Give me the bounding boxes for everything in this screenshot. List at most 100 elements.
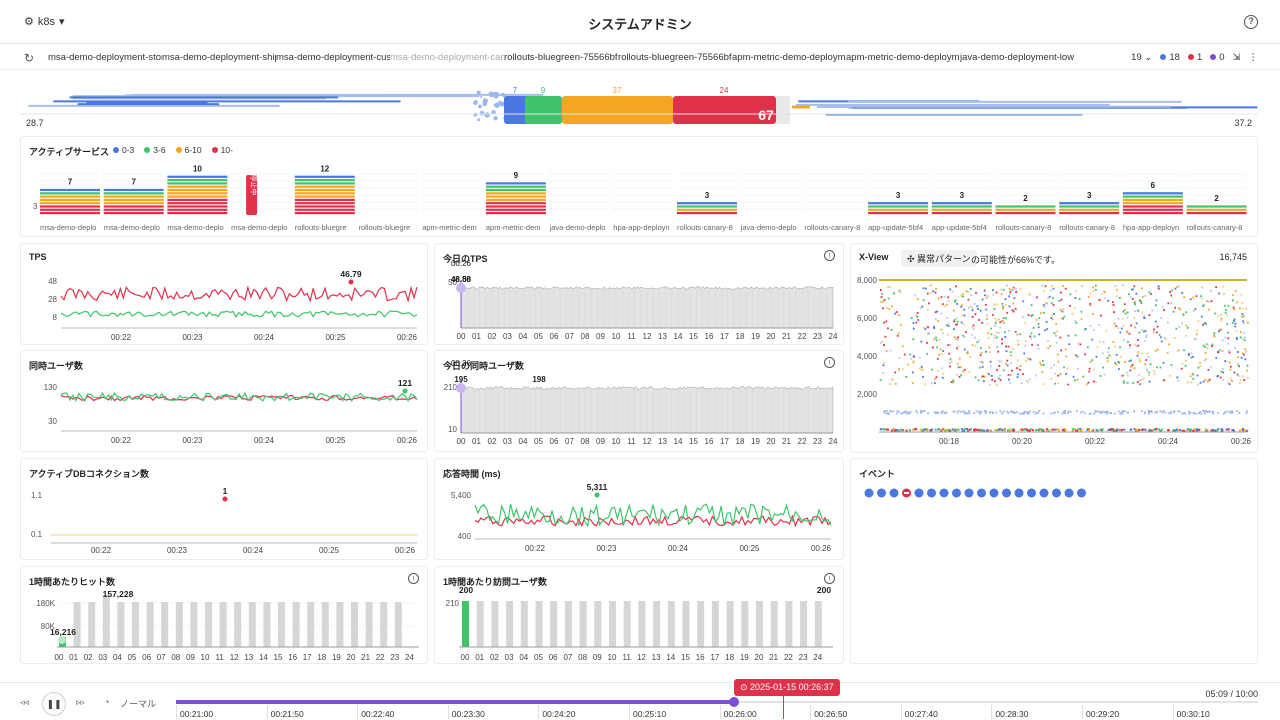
xview-point [1227, 342, 1230, 345]
xview-point [1243, 379, 1246, 381]
xview-point [1063, 428, 1066, 431]
xview-point [1001, 412, 1004, 415]
xview-point [949, 365, 951, 368]
active-services-ytick: 3 [33, 202, 38, 211]
xview-point [1008, 295, 1011, 298]
xview-point [909, 411, 912, 413]
xview-point [1002, 305, 1005, 308]
xview-point [1005, 317, 1008, 320]
info-icon[interactable]: ! [824, 357, 835, 368]
tab-deployment[interactable]: msa-demo-deployment-stor [48, 52, 162, 63]
xview-point [1224, 311, 1227, 314]
xview-point [1188, 410, 1191, 413]
xview-point [971, 316, 974, 318]
service-bar-row [485, 192, 546, 195]
more-icon[interactable]: ⋮ [1248, 52, 1259, 63]
rewind-icon[interactable]: ◃◃ [20, 697, 30, 707]
tab-deployment[interactable]: apm-metric-demo-deploym [732, 52, 846, 63]
pause-button[interactable]: ❚❚ [42, 692, 66, 716]
xview-point [1174, 287, 1177, 290]
xview-point [1192, 309, 1195, 312]
speed-label[interactable]: ノーマル [120, 699, 157, 709]
xview-point [1148, 429, 1151, 432]
y-tick: 6,000 [857, 314, 878, 323]
x-tick: 05 [534, 437, 543, 446]
xview-point [965, 331, 967, 333]
x-tick: 13 [652, 653, 661, 662]
x-tick: 06 [550, 332, 559, 341]
xview-point [1169, 412, 1172, 415]
xview-point [1223, 292, 1225, 295]
tab-count[interactable]: 19 ⌄ [1131, 52, 1153, 63]
xview-point [1114, 429, 1117, 432]
service-name: msa-demo-deplo [40, 223, 96, 232]
service-bar-row [103, 205, 164, 208]
speed-icon[interactable]: ◔ [104, 697, 110, 707]
tab-deployment[interactable]: msa-demo-deployment-ship [162, 52, 276, 63]
xview-point [1223, 412, 1225, 415]
tab-deployment[interactable]: msa-demo-deployment-cus [276, 52, 390, 63]
xview-point [968, 371, 971, 374]
xview-point [940, 412, 943, 415]
xview-point [1041, 359, 1044, 362]
xview-point [942, 350, 945, 352]
x-tick: 15 [689, 437, 698, 446]
events-timeline[interactable] [851, 481, 1257, 541]
tab-deployment[interactable]: apm-metric-demo-deploym [846, 52, 960, 63]
xview-point [1029, 428, 1032, 431]
xview-point [999, 326, 1002, 329]
hour-bar [248, 602, 256, 647]
refresh-icon[interactable]: ↻ [24, 51, 35, 65]
xview-point [1107, 351, 1110, 353]
xview-point [919, 307, 922, 310]
tab-deployment[interactable]: rollouts-bluegreen-75566bf [504, 52, 618, 63]
info-icon[interactable]: ! [824, 573, 835, 584]
xview-point [1009, 354, 1012, 357]
xview-point [1210, 345, 1213, 347]
xview-point [1122, 317, 1124, 320]
xview-point [1019, 412, 1022, 415]
event-dot [952, 488, 961, 498]
xview-point [1110, 428, 1113, 431]
xview-point [1009, 292, 1011, 295]
xview-point [1123, 428, 1126, 431]
anomaly-note: の可能性が66%です。 [971, 255, 1061, 265]
xview-point [999, 321, 1002, 324]
service-bar-row [677, 212, 737, 215]
x-tick: 00:26 [1231, 437, 1252, 446]
service-bar-row [40, 202, 100, 205]
xview-point [1167, 429, 1170, 432]
xview-point [975, 292, 977, 294]
xview-point [1134, 303, 1136, 306]
service-bar-row [40, 198, 100, 201]
xview-point [988, 373, 990, 376]
context-selector[interactable]: ⚙ k8s ▾ [24, 15, 65, 29]
forward-icon[interactable]: ▹▹ [76, 697, 86, 707]
help-icon[interactable]: ? [1244, 15, 1258, 29]
info-icon[interactable]: ! [408, 573, 419, 584]
anomaly-chip[interactable]: ✣ 異常パターン [901, 250, 977, 267]
xview-point [983, 410, 986, 412]
xview-point [1233, 429, 1236, 432]
xview-point [1166, 351, 1169, 354]
service-name: java-demo-deplo [549, 223, 606, 232]
timeline-handle[interactable] [729, 697, 739, 707]
xview-point [1006, 410, 1009, 413]
xview-point [1052, 412, 1055, 415]
xview-point [883, 321, 886, 324]
tab-deployment[interactable]: rollouts-bluegreen-75566bf [618, 52, 732, 63]
info-icon[interactable]: ! [824, 250, 835, 261]
tab-deployment[interactable]: java-demo-deployment-low [960, 52, 1074, 63]
export-icon[interactable]: ⇲ [1232, 52, 1241, 63]
xview-point [1103, 411, 1106, 414]
xview-point [936, 346, 939, 349]
tab-deployment[interactable]: msa-demo-deployment-cart [390, 52, 504, 63]
xview-point [1217, 351, 1219, 353]
xview-point [1181, 292, 1184, 294]
xview-point [1043, 290, 1045, 293]
x-tick: 13 [658, 332, 667, 341]
xview-point [883, 411, 885, 414]
xview-point [881, 300, 884, 303]
